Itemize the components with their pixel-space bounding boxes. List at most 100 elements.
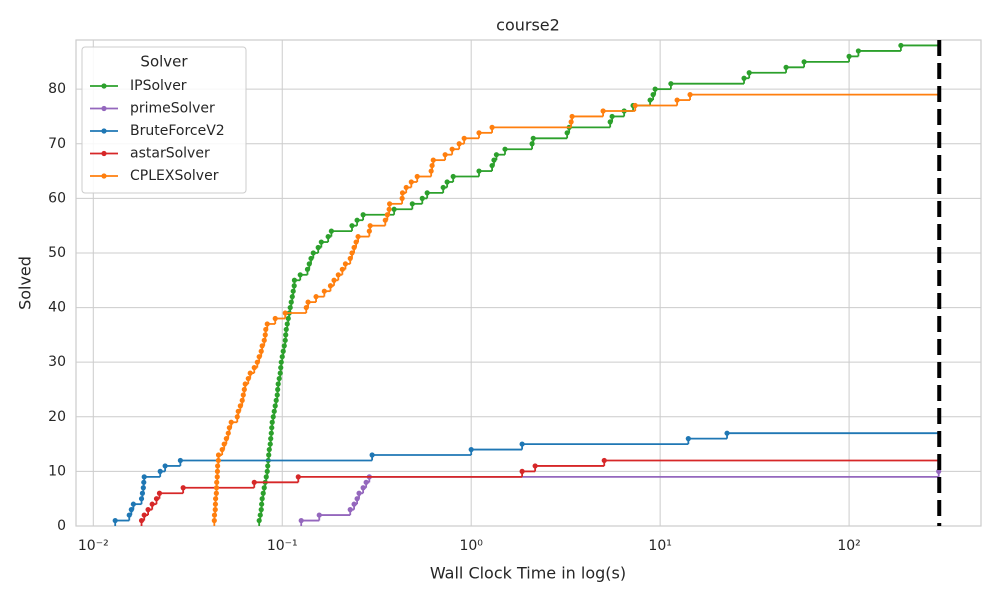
point xyxy=(476,168,482,174)
legend-label: astarSolver xyxy=(130,146,210,162)
x-tick-label: 10⁻² xyxy=(78,538,109,554)
point xyxy=(674,97,680,103)
point xyxy=(258,507,264,513)
point xyxy=(215,463,221,469)
point xyxy=(342,261,349,267)
point xyxy=(237,403,243,409)
point xyxy=(223,436,229,442)
point xyxy=(306,261,312,267)
point xyxy=(444,179,450,185)
point xyxy=(278,359,284,365)
legend-swatch-dot xyxy=(101,105,107,112)
point xyxy=(128,507,134,513)
point xyxy=(335,272,341,278)
point xyxy=(936,468,942,474)
legend-swatch-dot xyxy=(101,128,107,134)
point xyxy=(213,485,220,491)
point xyxy=(284,321,290,327)
point xyxy=(141,512,147,518)
point xyxy=(360,485,366,491)
plot-frame xyxy=(75,39,982,527)
point xyxy=(261,337,267,343)
point xyxy=(268,436,274,442)
legend-label: IPSolver xyxy=(130,78,187,94)
chart-title: course2 xyxy=(496,16,560,35)
point xyxy=(247,370,253,376)
point xyxy=(647,97,653,103)
point xyxy=(156,490,163,496)
point xyxy=(288,299,294,305)
point xyxy=(600,108,606,114)
point xyxy=(414,173,420,180)
point xyxy=(241,386,247,393)
point xyxy=(263,326,269,333)
point xyxy=(529,141,535,147)
point xyxy=(138,517,145,524)
point xyxy=(268,430,274,436)
point xyxy=(272,403,278,409)
point xyxy=(130,501,136,507)
point xyxy=(386,206,392,212)
point xyxy=(263,474,269,480)
point xyxy=(213,490,219,496)
point xyxy=(363,479,369,485)
point xyxy=(305,299,311,305)
point xyxy=(409,201,415,207)
point xyxy=(313,294,319,300)
point xyxy=(399,190,406,196)
point xyxy=(450,173,456,180)
point xyxy=(270,414,276,420)
legend-box xyxy=(81,46,247,194)
series xyxy=(112,430,940,526)
legend-swatch-dot xyxy=(101,173,107,179)
point xyxy=(215,452,222,458)
point xyxy=(428,168,434,174)
point xyxy=(276,375,282,382)
legend-title: Solver xyxy=(140,53,188,71)
point xyxy=(328,228,334,234)
point xyxy=(303,304,309,311)
point xyxy=(242,381,248,387)
point xyxy=(316,512,322,518)
point xyxy=(297,272,303,278)
point xyxy=(112,517,118,524)
point xyxy=(339,266,345,272)
point xyxy=(310,250,316,256)
point xyxy=(278,365,284,371)
point xyxy=(315,244,321,251)
point xyxy=(609,113,615,120)
point xyxy=(267,441,273,447)
point xyxy=(265,463,271,469)
point xyxy=(687,92,693,98)
point xyxy=(476,130,482,136)
x-axis-label: Wall Clock Time in log(s) xyxy=(430,564,626,583)
point xyxy=(440,184,446,191)
point xyxy=(331,277,337,283)
point xyxy=(569,113,575,120)
point xyxy=(240,392,246,398)
point xyxy=(214,474,220,480)
point xyxy=(746,70,752,76)
point xyxy=(491,157,497,163)
point xyxy=(327,283,334,289)
point xyxy=(304,266,311,272)
y-tick-label: 80 xyxy=(48,81,66,97)
point xyxy=(519,441,525,447)
point xyxy=(215,457,221,464)
point xyxy=(430,157,436,163)
point xyxy=(351,244,357,251)
point xyxy=(149,501,155,507)
point xyxy=(898,42,904,49)
point xyxy=(801,59,807,65)
point xyxy=(235,408,241,414)
point xyxy=(251,365,257,371)
point xyxy=(259,343,265,349)
point xyxy=(258,348,264,354)
point xyxy=(461,135,467,141)
point xyxy=(273,397,279,404)
point xyxy=(157,468,163,474)
point xyxy=(419,195,425,201)
point xyxy=(261,485,267,491)
y-tick-label: 20 xyxy=(48,409,66,425)
